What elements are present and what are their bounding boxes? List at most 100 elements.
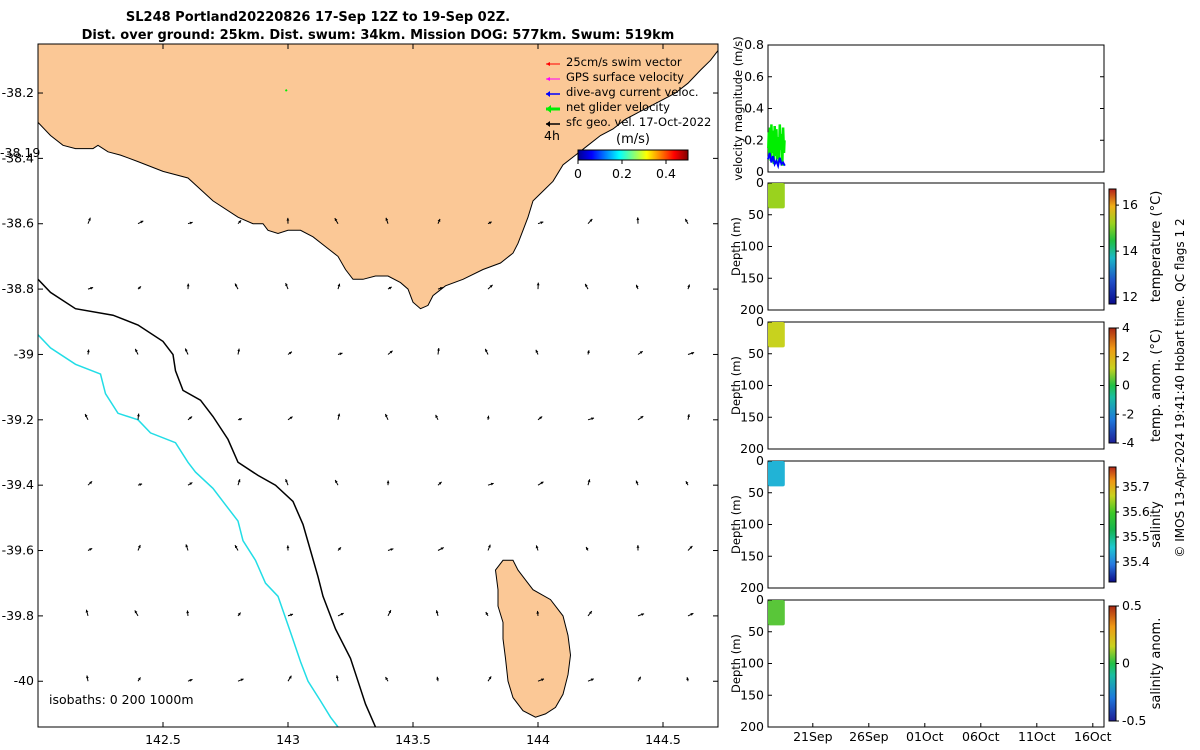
arrow-head — [485, 612, 489, 615]
arrow-head — [289, 416, 293, 420]
lon-tick-label: 143 — [276, 732, 300, 747]
arrow-head — [435, 610, 439, 614]
geo-velocity-arrow — [637, 350, 643, 355]
depth-panel-salinity-anom: 0 50 100 150 200 Depth (m) -0.5 0 0.5 salinity an… — [729, 592, 1164, 734]
colorbar-tick-label: 0 — [1122, 378, 1130, 393]
depth-data-patch — [768, 183, 785, 209]
map-overlap-tick-label: -38.19 — [0, 145, 40, 160]
geo-velocity-arrow — [437, 287, 444, 290]
arrow-head — [388, 286, 392, 290]
geo-velocity-arrow — [287, 675, 292, 682]
arrow-head — [691, 352, 695, 355]
arrow-head — [89, 481, 93, 485]
depth-tick-label: 50 — [748, 624, 764, 639]
arrow-head — [137, 413, 140, 417]
geo-velocity-arrow — [287, 613, 294, 617]
colorbar-tick-label: 16 — [1122, 197, 1138, 212]
arrow-head — [385, 677, 389, 680]
geo-velocity-arrow — [184, 348, 189, 355]
depth-panel-temperature: 0 50 100 150 200 Depth (m) 12 14 16 temperature (… — [729, 175, 1164, 317]
geo-velocity-arrow — [187, 678, 193, 682]
colorbar-tick-label: 0 — [1122, 656, 1130, 671]
geo-velocity-arrow — [334, 479, 339, 486]
arrow-head — [535, 349, 539, 353]
arrow-head — [237, 348, 241, 352]
net-glider-velocity-series — [767, 124, 786, 166]
geo-velocity-arrow — [637, 676, 642, 682]
legend-item-dive-avg-current: dive-avg current veloc. — [546, 85, 699, 99]
arrow-head — [541, 678, 544, 682]
geo-velocity-arrow — [487, 544, 491, 551]
arrow-head — [639, 351, 643, 354]
arrow-head — [687, 414, 690, 417]
lat-tick-label: -38.4 — [2, 150, 34, 165]
velocity-tick-label: 0.2 — [744, 132, 764, 147]
geo-velocity-arrow — [237, 348, 241, 355]
geo-velocity-arrow — [387, 609, 392, 617]
isobath-200m — [38, 278, 377, 727]
time-tick-label: 06Oct — [962, 729, 1000, 744]
depth-panel-frame — [767, 182, 1105, 311]
map-longitude-ticks: 142.5 143 143.5 144 144.5 — [145, 44, 681, 747]
velocity-tick-label: 0.4 — [744, 101, 764, 116]
geo-velocity-arrow — [387, 548, 394, 551]
arrow-head — [237, 479, 241, 483]
geo-velocity-arrow — [687, 545, 693, 551]
geo-velocity-arrow — [334, 217, 339, 224]
geo-velocity-arrow — [487, 676, 492, 682]
colorbar-label: temp. anom. (°C) — [1149, 329, 1164, 442]
arrow-head — [635, 284, 639, 288]
colorbar-gradient — [1108, 188, 1117, 305]
depth-tick-label: 200 — [740, 441, 764, 456]
geo-velocity-arrow — [487, 221, 492, 225]
geo-velocity-arrow — [187, 221, 193, 225]
time-axis: 21Sep 26Sep 01Oct 06Oct 11Oct 16Oct — [793, 723, 1112, 744]
map-panel: -38.2 -38.4 -38.6 -38.8 -39 -39.2 -39.4 -39.6 -3… — [0, 43, 719, 747]
geo-velocity-arrow — [636, 217, 640, 224]
geo-velocity-arrow — [537, 221, 544, 225]
arrow-head — [685, 218, 688, 222]
arrow-head — [585, 283, 588, 287]
depth-panel-frame — [767, 460, 1105, 589]
geo-velocity-arrow — [187, 416, 193, 421]
geo-velocity-arrow — [635, 480, 639, 486]
arrow-head — [589, 611, 592, 615]
depth-tick-label: 150 — [740, 270, 764, 285]
geostrophic-velocity-arrows — [84, 217, 695, 682]
arrow-head — [689, 546, 693, 549]
arrow-head — [138, 286, 141, 290]
legend-label-gps-surface-velocity: GPS surface velocity — [566, 70, 684, 84]
arrow-head — [437, 348, 440, 351]
geo-velocity-arrow — [285, 478, 289, 486]
colorbar-gradient — [1108, 466, 1117, 583]
depth-ylabel: Depth (m) — [729, 634, 743, 693]
arrow-head — [586, 547, 589, 550]
arrow-head — [185, 348, 188, 352]
arrow-head — [540, 481, 544, 485]
arrow-head — [591, 417, 594, 421]
depth-data-patch — [768, 600, 785, 626]
colorbar-tick-label: 35.5 — [1122, 529, 1150, 544]
geo-velocity-arrow — [687, 414, 690, 420]
geo-velocity-arrow — [286, 217, 290, 224]
arrow-head — [286, 545, 290, 549]
geo-velocity-arrow — [237, 479, 241, 486]
lat-tick-label: -39.8 — [2, 608, 34, 623]
arrow-head — [189, 416, 193, 420]
geo-velocity-arrow — [536, 610, 540, 616]
arrow-head — [290, 613, 293, 617]
legend-item-sfc-geo-velocity: sfc geo. vel. 17-Oct-2022 — [546, 115, 711, 129]
depth-tick-label: 100 — [740, 517, 764, 532]
geo-velocity-arrow — [587, 678, 594, 682]
geo-velocity-arrow — [137, 286, 142, 290]
map-latitude-ticks: -38.2 -38.4 -38.6 -38.8 -39 -39.2 -39.4 -39.6 -3… — [2, 85, 718, 688]
arrow-head — [389, 350, 393, 354]
colorbar-tick-label: 35.4 — [1122, 554, 1150, 569]
geo-velocity-arrow — [137, 413, 140, 420]
lat-tick-label: -39.6 — [2, 543, 34, 558]
arrow-head — [489, 284, 493, 288]
geo-velocity-arrow — [337, 546, 342, 551]
arrow-head — [186, 610, 190, 614]
geo-velocity-arrow — [537, 416, 543, 421]
